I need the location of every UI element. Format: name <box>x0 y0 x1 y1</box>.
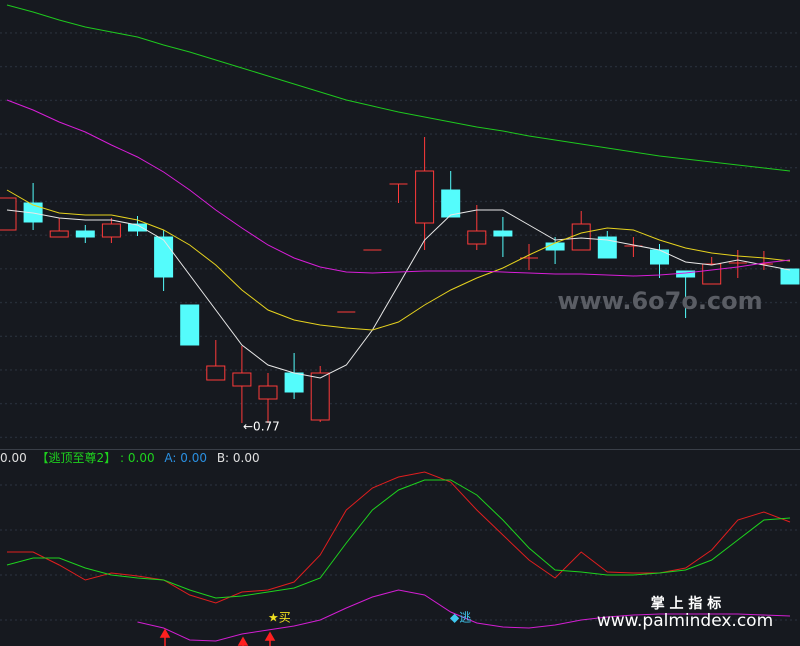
indicator-panel <box>6 471 791 642</box>
candle-body <box>206 365 226 381</box>
indicator-line <box>137 589 791 642</box>
candle-body <box>258 385 278 400</box>
candle-body <box>232 372 252 387</box>
low-label: ←0.77 <box>243 420 280 434</box>
candle-body <box>101 223 121 238</box>
indicator-header: 0.00 【逃顶至尊2】 : 0.00 A: 0.00 B: 0.00 <box>0 450 260 465</box>
candle-body <box>154 236 174 278</box>
grid <box>0 0 800 440</box>
watermark-title: 掌 上 指 标 <box>651 595 722 612</box>
indicator-line <box>6 209 791 379</box>
candle-body <box>493 230 513 237</box>
candle-body <box>571 223 591 251</box>
indicator-name: 【逃顶至尊2】 <box>37 450 117 465</box>
candle-body <box>702 263 722 285</box>
candle-body <box>597 236 617 259</box>
header-a: A: 0.00 <box>164 451 207 465</box>
indicator-line <box>6 479 791 599</box>
candle-body <box>467 230 487 245</box>
candle-body <box>650 249 669 265</box>
buy-arrows <box>159 628 276 646</box>
indicator-line <box>6 99 791 277</box>
candle-body <box>415 170 435 224</box>
header-value: 0.00 <box>0 451 27 465</box>
watermark: www.6o7o.com <box>557 287 762 315</box>
candle-body <box>0 197 17 231</box>
candle-body <box>545 242 565 251</box>
main-panel <box>0 4 800 423</box>
candle-body <box>75 230 95 238</box>
candle-body <box>49 230 69 238</box>
buy-signal: ★买 <box>268 611 291 625</box>
candle-body <box>310 372 330 421</box>
watermark-url: www.palmindex.com <box>597 611 773 631</box>
indicator-line <box>6 189 791 331</box>
escape-signal: ◆逃 <box>450 611 471 625</box>
candle-body <box>441 189 461 218</box>
candle-body <box>780 268 800 285</box>
indicator-line <box>6 4 791 172</box>
header-b: B: 0.00 <box>217 451 260 465</box>
header-value: : 0.00 <box>120 451 155 465</box>
candle-body <box>128 223 147 232</box>
candle-body <box>284 372 304 393</box>
candle-body <box>180 304 200 346</box>
